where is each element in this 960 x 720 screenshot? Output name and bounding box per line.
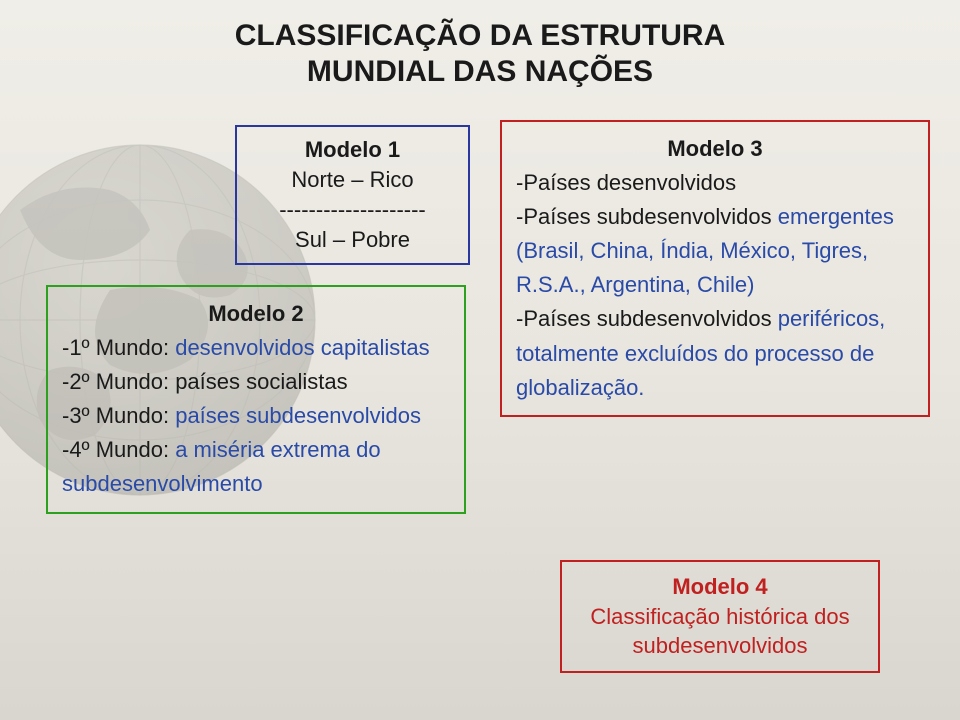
m2-l3a: -3º Mundo: xyxy=(62,403,175,428)
modelo-1-south: Sul – Pobre xyxy=(251,227,454,253)
modelo-3-line-1: -Países desenvolvidos xyxy=(516,166,914,200)
m2-l4a: -4º Mundo: xyxy=(62,437,175,462)
modelo-2-label: Modelo 2 xyxy=(62,297,450,331)
modelo-1-north: Norte – Rico xyxy=(251,167,454,193)
box-modelo-2: Modelo 2 -1º Mundo: desenvolvidos capita… xyxy=(46,285,466,514)
m2-l1a: -1º Mundo: xyxy=(62,335,175,360)
title-line-2: MUNDIAL DAS NAÇÕES xyxy=(307,55,653,88)
m2-l3b: países subdesenvolvidos xyxy=(175,403,421,428)
modelo-3-line-3: -Países subdesenvolvidos periféricos, to… xyxy=(516,302,914,404)
modelo-2-line-2: -2º Mundo: países socialistas xyxy=(62,365,450,399)
box-modelo-1: Modelo 1 Norte – Rico ------------------… xyxy=(235,125,470,265)
modelo-2-line-1: -1º Mundo: desenvolvidos capitalistas xyxy=(62,331,450,365)
m2-l1b: desenvolvidos capitalistas xyxy=(175,335,429,360)
m3-l3a: -Países subdesenvolvidos xyxy=(516,306,778,331)
modelo-1-divider: -------------------- xyxy=(251,197,454,223)
modelo-3-label: Modelo 3 xyxy=(516,132,914,166)
page-title: CLASSIFICAÇÃO DA ESTRUTURA MUNDIAL DAS N… xyxy=(0,18,960,90)
modelo-2-line-3: -3º Mundo: países subdesenvolvidos xyxy=(62,399,450,433)
m3-l2a: -Países subdesenvolvidos xyxy=(516,204,778,229)
box-modelo-4: Modelo 4 Classificação histórica dos sub… xyxy=(560,560,880,673)
modelo-4-sub: Classificação histórica dos subdesenvolv… xyxy=(590,604,849,659)
modelo-2-line-4: -4º Mundo: a miséria extrema do subdesen… xyxy=(62,433,450,501)
modelo-1-label: Modelo 1 xyxy=(251,137,454,163)
title-line-1: CLASSIFICAÇÃO DA ESTRUTURA xyxy=(235,19,726,52)
modelo-3-line-2: -Países subdesenvolvidos emergentes (Bra… xyxy=(516,200,914,302)
box-modelo-3: Modelo 3 -Países desenvolvidos -Países s… xyxy=(500,120,930,417)
modelo-4-label: Modelo 4 xyxy=(576,572,864,602)
